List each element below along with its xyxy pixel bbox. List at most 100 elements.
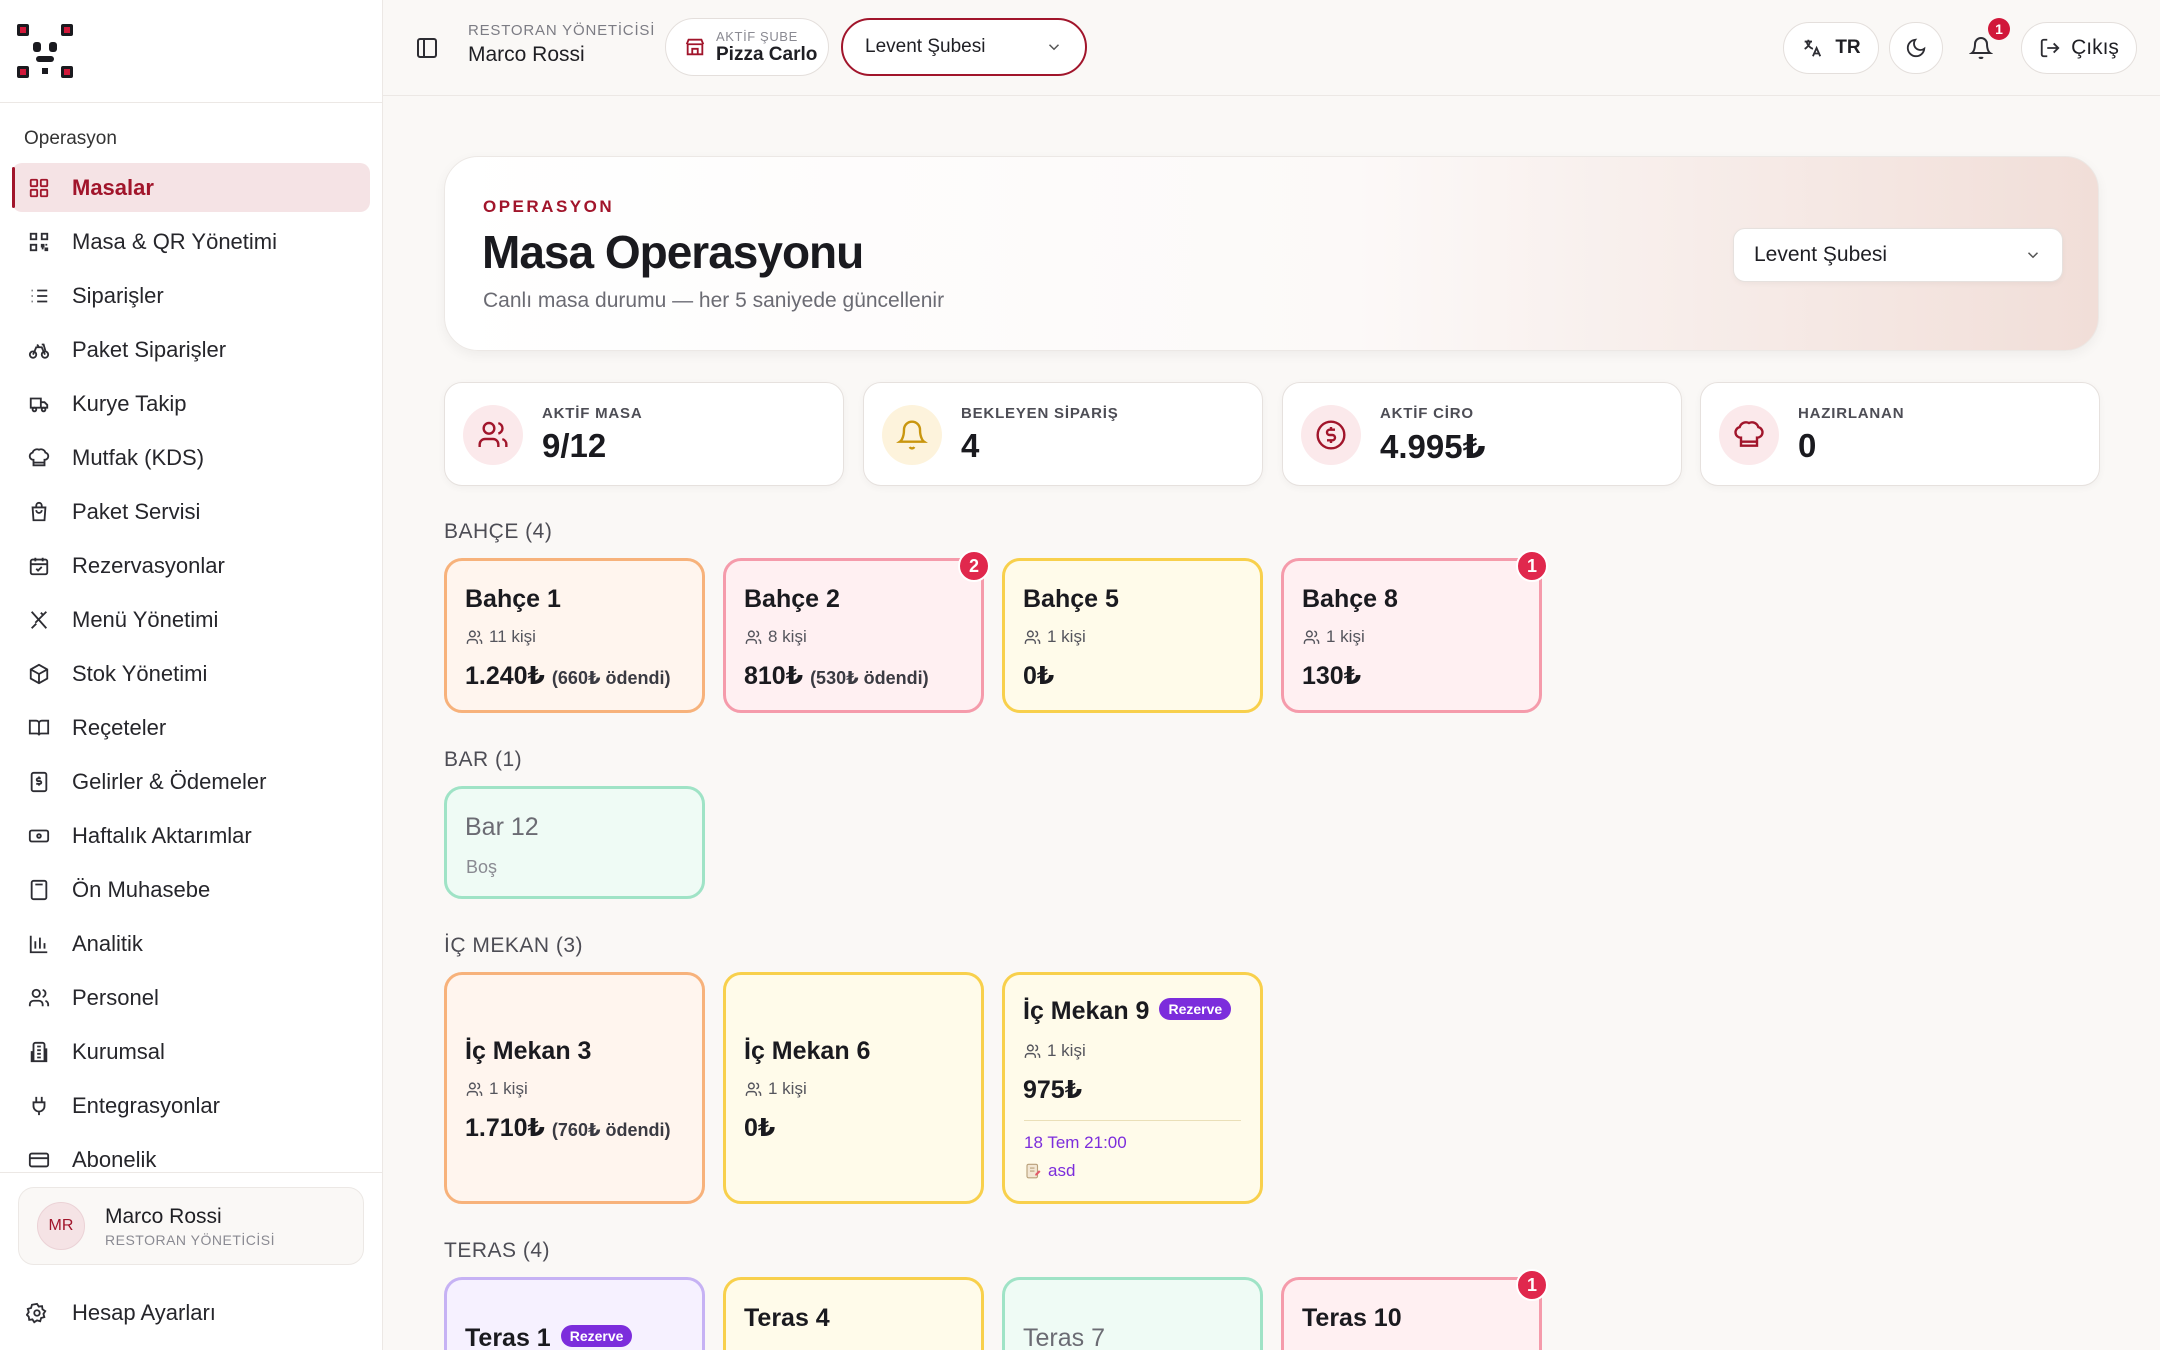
logout-label: Çıkış xyxy=(2071,36,2119,59)
user-card[interactable]: MR Marco Rossi RESTORAN YÖNETİCİSİ xyxy=(18,1187,364,1265)
note-icon xyxy=(1026,1163,1041,1179)
bar-chart-icon xyxy=(26,931,52,957)
sidebar-item-on-muhasebe[interactable]: Ön Muhasebe xyxy=(12,865,370,914)
table-card-bahce-2[interactable]: Bahçe 2 8 kişi 810₺ (530₺ ödendi) xyxy=(723,558,984,713)
notification-count-badge: 1 xyxy=(1988,18,2010,40)
users-icon xyxy=(1303,629,1320,644)
sidebar-item-stok-yonetimi[interactable]: Stok Yönetimi xyxy=(12,649,370,698)
users-icon xyxy=(745,629,762,644)
sidebar-item-paket-servisi[interactable]: Paket Servisi xyxy=(12,487,370,536)
qr-icon xyxy=(26,229,52,255)
users-icon xyxy=(466,1081,483,1096)
credit-card-icon xyxy=(26,1147,52,1173)
users-icon xyxy=(466,629,483,644)
sidebar-item-label: Kurye Takip xyxy=(72,390,187,416)
theme-toggle-button[interactable] xyxy=(1889,22,1943,74)
chef-hat-icon xyxy=(1719,405,1779,465)
sidebar-item-label: Paket Servisi xyxy=(72,498,201,524)
table-card-teras-10[interactable]: Teras 10 xyxy=(1281,1277,1542,1350)
grid-icon xyxy=(26,175,52,201)
sidebar-toggle-icon[interactable] xyxy=(415,36,439,60)
sidebar-item-personel[interactable]: Personel xyxy=(12,973,370,1022)
table-card-bar-12[interactable]: Bar 12 Boş xyxy=(444,786,705,899)
stat-preparing: HAZIRLANAN 0 xyxy=(1700,382,2100,486)
bell-icon xyxy=(1969,37,1993,60)
stat-label: AKTİF CİRO xyxy=(1380,405,1474,422)
sidebar-item-entegrasyonlar[interactable]: Entegrasyonlar xyxy=(12,1081,370,1130)
sidebar-item-paket-siparisler[interactable]: Paket Siparişler xyxy=(12,325,370,374)
table-name: Bahçe 1 xyxy=(465,585,561,613)
table-people-count: 1 kişi xyxy=(768,1079,807,1098)
sidebar-item-haftalik[interactable]: Haftalık Aktarımlar xyxy=(12,811,370,860)
sidebar-item-masa-qr[interactable]: Masa & QR Yönetimi xyxy=(12,217,370,266)
branch-select[interactable]: Levent Şubesi xyxy=(841,18,1087,76)
sidebar-item-masalar[interactable]: Masalar xyxy=(12,163,370,212)
sidebar-item-mutfak[interactable]: Mutfak (KDS) xyxy=(12,433,370,482)
table-amount-value: 975₺ xyxy=(1023,1076,1083,1104)
table-paid: (660₺ ödendi) xyxy=(551,668,671,688)
table-card-ic-mekan-9[interactable]: İç Mekan 9 Rezerve 1 kişi 975₺ 18 Tem 21:… xyxy=(1002,972,1263,1204)
sidebar-item-gelirler[interactable]: Gelirler & Ödemeler xyxy=(12,757,370,806)
sidebar-item-menu-yonetimi[interactable]: Menü Yönetimi xyxy=(12,595,370,644)
moon-icon xyxy=(1906,38,1926,58)
table-paid: (530₺ ödendi) xyxy=(810,668,929,688)
table-card-bahce-1[interactable]: Bahçe 1 11 kişi 1.240₺ (660₺ ödendi) xyxy=(444,558,705,713)
sidebar-item-label: Gelirler & Ödemeler xyxy=(72,768,267,794)
sidebar-footer-divider xyxy=(0,1172,383,1173)
logout-button[interactable]: Çıkış xyxy=(2021,22,2137,74)
table-name: Bar 12 xyxy=(465,813,539,841)
table-people: 11 kişi xyxy=(466,627,536,647)
users-icon xyxy=(463,405,523,465)
table-people-count: 8 kişi xyxy=(768,627,807,646)
table-card-bahce-5[interactable]: Bahçe 5 1 kişi 0₺ xyxy=(1002,558,1263,713)
stat-label: AKTİF MASA xyxy=(542,405,643,422)
table-status: Boş xyxy=(466,857,498,877)
table-card-teras-4[interactable]: Teras 4 xyxy=(723,1277,984,1350)
store-icon xyxy=(685,38,705,56)
sidebar-item-receteler[interactable]: Reçeteler xyxy=(12,703,370,752)
table-people-count: 1 kişi xyxy=(489,1079,528,1098)
calculator-icon xyxy=(26,877,52,903)
sidebar-item-analitik[interactable]: Analitik xyxy=(12,919,370,968)
language-label: TR xyxy=(1835,37,1861,58)
sidebar-item-label: Paket Siparişler xyxy=(72,336,227,362)
page-subtitle: Canlı masa durumu — her 5 saniyede günce… xyxy=(483,289,945,312)
table-amount-value: 130₺ xyxy=(1302,662,1362,690)
sidebar-item-kurumsal[interactable]: Kurumsal xyxy=(12,1027,370,1076)
sidebar-section-title: Operasyon xyxy=(24,128,117,149)
sidebar-item-label: Abonelik xyxy=(72,1146,157,1172)
table-amount-value: 810₺ xyxy=(744,662,804,690)
sidebar-item-abonelik[interactable]: Abonelik xyxy=(12,1135,370,1184)
table-name: Bahçe 5 xyxy=(1023,585,1119,613)
table-card-ic-mekan-6[interactable]: İç Mekan 6 1 kişi 0₺ xyxy=(723,972,984,1204)
active-branch-pill[interactable]: AKTİF ŞUBE Pizza Carlo xyxy=(665,18,829,76)
chevron-down-icon xyxy=(1048,44,1060,51)
table-card-bahce-8[interactable]: Bahçe 8 1 kişi 130₺ xyxy=(1281,558,1542,713)
language-button[interactable]: TR xyxy=(1783,22,1879,74)
table-paid: (760₺ ödendi) xyxy=(551,1120,671,1140)
table-name: İç Mekan 9 xyxy=(1023,997,1150,1025)
table-name: Teras 4 xyxy=(744,1304,830,1332)
sidebar-item-label: Rezervasyonlar xyxy=(72,552,225,578)
bag-icon xyxy=(26,499,52,525)
notifications-button[interactable] xyxy=(1963,30,1999,66)
reserved-badge: Rezerve xyxy=(1159,998,1232,1021)
avatar: MR xyxy=(37,1202,85,1250)
sidebar-item-rezervasyonlar[interactable]: Rezervasyonlar xyxy=(12,541,370,590)
sidebar-item-kurye-takip[interactable]: Kurye Takip xyxy=(12,379,370,428)
table-amount: 1.710₺ (760₺ ödendi) xyxy=(465,1113,670,1143)
table-card-ic-mekan-3[interactable]: İç Mekan 3 1 kişi 1.710₺ (760₺ ödendi) xyxy=(444,972,705,1204)
sidebar-item-siparisler[interactable]: Siparişler xyxy=(12,271,370,320)
hero-branch-select[interactable]: Levent Şubesi xyxy=(1733,228,2063,282)
truck-icon xyxy=(26,391,52,417)
table-people: 1 kişi xyxy=(1024,1041,1086,1061)
table-card-teras-1[interactable]: Teras 1 Rezerve xyxy=(444,1277,705,1350)
table-card-teras-7[interactable]: Teras 7 xyxy=(1002,1277,1263,1350)
stat-label: HAZIRLANAN xyxy=(1798,405,1905,422)
bike-icon xyxy=(26,337,52,363)
table-people-count: 1 kişi xyxy=(1047,627,1086,646)
app-logo-icon[interactable] xyxy=(16,22,74,80)
account-settings-label: Hesap Ayarları xyxy=(72,1300,216,1325)
account-settings-link[interactable]: Hesap Ayarları xyxy=(26,1300,216,1326)
table-name: Teras 1 xyxy=(465,1324,551,1350)
